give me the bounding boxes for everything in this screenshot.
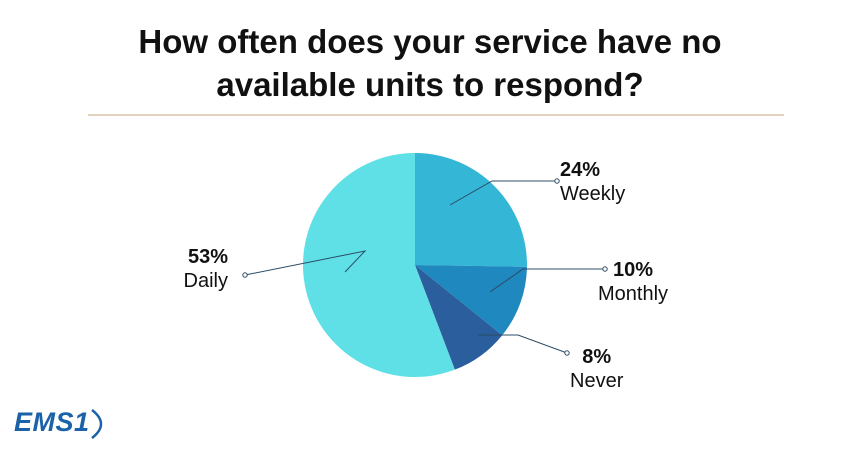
- label-daily: 53% Daily: [184, 245, 228, 293]
- leader-dot-monthly: [602, 266, 608, 272]
- leader-line-monthly: [489, 268, 605, 293]
- leader-dot-daily: [242, 272, 248, 278]
- leader-line-daily: [244, 250, 367, 276]
- logo-swoosh-icon: [91, 409, 103, 439]
- label-never-value: 8%: [582, 346, 612, 368]
- label-daily-name: Daily: [183, 270, 228, 292]
- leader-dot-never: [564, 350, 570, 356]
- label-daily-value: 53%: [187, 246, 228, 268]
- label-monthly-name: Monthly: [598, 283, 669, 305]
- pie-slice-weekly: [415, 153, 528, 267]
- chart-title: How often does your service have no avai…: [0, 20, 860, 106]
- label-monthly-value: 10%: [613, 259, 654, 281]
- ems1-logo: EMS1: [14, 407, 90, 437]
- leader-dot-weekly: [554, 178, 560, 184]
- label-never-name: Never: [570, 370, 624, 392]
- title-divider: [88, 114, 784, 116]
- pie-slice-monthly: [415, 265, 527, 336]
- leader-line-weekly: [449, 180, 557, 206]
- pie-slice-daily: [303, 153, 455, 377]
- pie-slice-never: [415, 265, 503, 370]
- leader-line-never: [478, 334, 568, 354]
- chart-title-line-1: How often does your service have no: [138, 23, 722, 60]
- label-weekly-value: 24%: [560, 159, 601, 181]
- label-monthly: 10% Monthly: [598, 258, 668, 306]
- label-weekly-name: Weekly: [560, 183, 626, 205]
- chart-title-line-2: available units to respond?: [216, 66, 644, 103]
- label-never: 8% Never: [570, 345, 623, 393]
- label-weekly: 24% Weekly: [560, 158, 625, 206]
